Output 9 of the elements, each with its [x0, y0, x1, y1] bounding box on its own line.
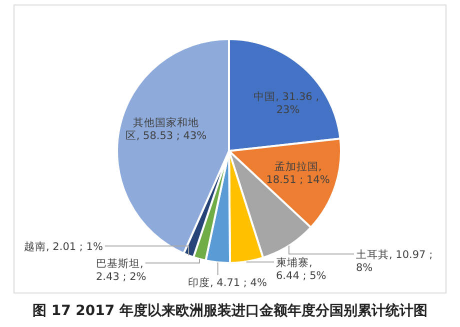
slice-label: 其他国家和地区, 58.53 ; 43%: [125, 116, 207, 142]
slice-label: 巴基斯坦, 2.43 ; 2%: [96, 257, 146, 283]
slice-label: 柬埔寨, 6.44 ; 5%: [276, 256, 326, 282]
slice-label: 中国, 31.36 , 23%: [254, 90, 322, 116]
text: 图 17 2017 年度以来欧洲服装进口金额年度分国别累计统计图: [32, 302, 428, 319]
slice-label: 孟加拉国, 18.51 ; 14%: [266, 160, 330, 186]
slice-label: 印度, 4.71 ; 4%: [188, 276, 267, 289]
slice-label: 土耳其, 10.97 ; 8%: [356, 248, 436, 274]
slice-label: 越南, 2.01 ; 1%: [24, 240, 103, 253]
